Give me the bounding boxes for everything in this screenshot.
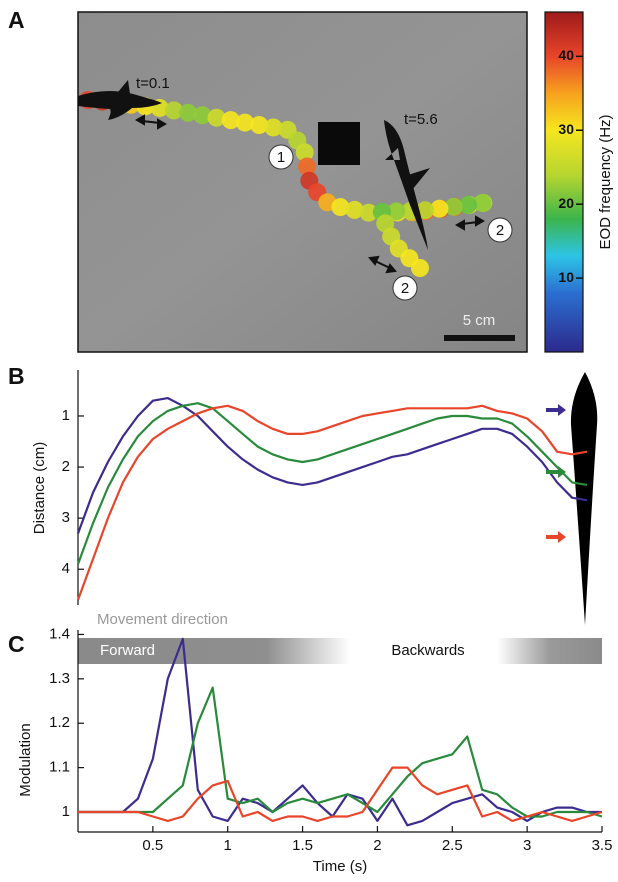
x-tick-label: 3.5 (592, 837, 613, 854)
y-tick-label: 1 (62, 407, 70, 424)
x-tick-label: 3 (523, 837, 531, 854)
electrode-arrow (546, 531, 566, 543)
y-tick-label: 1.1 (49, 759, 70, 776)
series-line (78, 688, 602, 817)
x-axis-label: Time (s) (313, 858, 367, 875)
marker-label: 1 (277, 149, 285, 166)
colorbar-tick-label: 40 (558, 47, 574, 63)
x-tick-label: 0.5 (142, 837, 163, 854)
colorbar-tick-label: 20 (558, 195, 574, 211)
series-line (78, 398, 587, 533)
band-label: Backwards (391, 642, 464, 659)
panel-letter: C (8, 631, 25, 657)
y-tick-label: 1.3 (49, 670, 70, 687)
y-tick-label: 3 (62, 509, 70, 526)
electrode-arrow (546, 404, 566, 416)
trajectory-dot (411, 259, 429, 277)
band-title: Movement direction (97, 611, 228, 628)
scale-bar (444, 335, 515, 341)
series-line (78, 406, 587, 600)
colorbar-label: EOD frequency (Hz) (597, 114, 614, 249)
y-tick-label: 1.4 (49, 625, 70, 642)
colorbar-tick-label: 10 (558, 269, 574, 285)
y-axis-label: Modulation (17, 723, 34, 796)
series-line (78, 768, 602, 821)
annotation: t=5.6 (404, 111, 438, 128)
x-tick-label: 1.5 (292, 837, 313, 854)
band-label: Forward (100, 642, 155, 659)
scale-label: 5 cm (463, 312, 496, 329)
panel-letter: A (8, 7, 25, 33)
panel-letter: B (8, 363, 25, 389)
object (318, 122, 360, 165)
y-tick-label: 4 (62, 560, 70, 577)
electrode-arrow (546, 466, 566, 478)
x-tick-label: 1 (224, 837, 232, 854)
marker-label: 2 (496, 222, 504, 239)
direction-band (78, 638, 602, 664)
y-tick-label: 1.2 (49, 714, 70, 731)
marker-label: 2 (401, 280, 409, 297)
x-tick-label: 2 (373, 837, 381, 854)
y-tick-label: 1 (62, 803, 70, 820)
annotation: t=0.1 (136, 75, 170, 92)
colorbar-tick-label: 30 (558, 121, 574, 137)
x-tick-label: 2.5 (442, 837, 463, 854)
y-tick-label: 2 (62, 458, 70, 475)
y-axis-label: Distance (cm) (31, 442, 48, 535)
